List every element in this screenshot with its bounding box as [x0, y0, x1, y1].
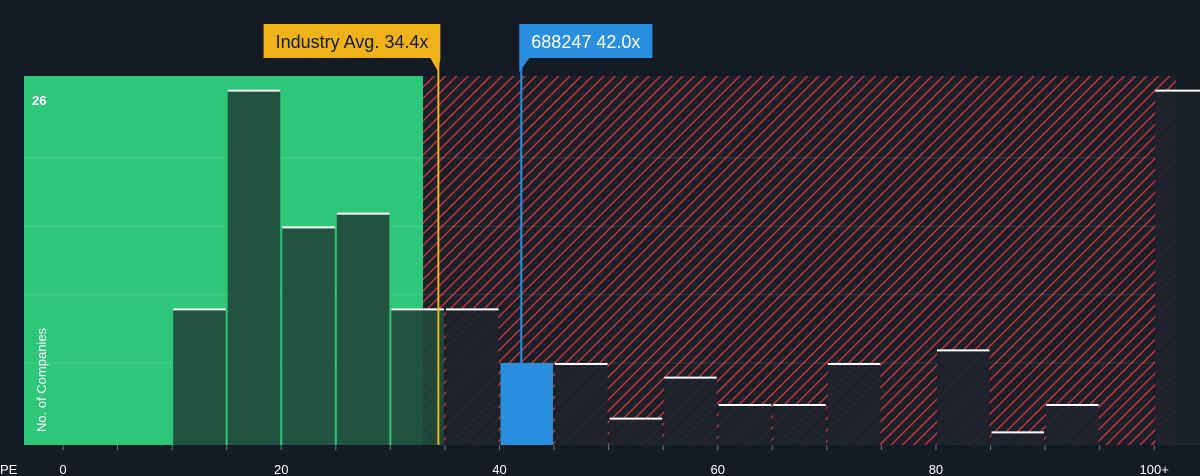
- histogram-bar: [991, 431, 1045, 445]
- industry-avg-callout-text: Industry Avg. 34.4x: [276, 32, 429, 52]
- histogram-bar: [609, 417, 663, 445]
- histogram-bar: [773, 404, 826, 445]
- histogram-bar: [555, 363, 608, 445]
- histogram-bar: [936, 349, 990, 445]
- reference-markers: [437, 56, 523, 445]
- y-max-label: 26: [32, 93, 46, 108]
- x-tick-label: 80: [929, 462, 943, 476]
- industry-avg-callout-pointer: [430, 58, 441, 72]
- histogram-bar: [173, 308, 226, 445]
- histogram-bar: [445, 308, 499, 445]
- x-tick-label: 40: [492, 462, 506, 476]
- x-tick-label: 0: [59, 462, 66, 476]
- histogram-bar: [664, 376, 717, 445]
- x-tick-label: 60: [710, 462, 724, 476]
- histogram-bar: [1155, 89, 1200, 446]
- histogram-bar: [391, 308, 444, 445]
- histogram-bar: [282, 226, 335, 445]
- histogram-bar: [227, 89, 281, 446]
- company-pe-callout-box: [519, 24, 653, 58]
- histogram-bars: [173, 89, 1200, 446]
- x-axis: PE 0 20 40 60 80 100+: [0, 445, 1169, 476]
- industry-avg-callout-box: [263, 24, 441, 58]
- histogram-bar: [500, 363, 554, 445]
- x-tick-label: 100+: [1140, 462, 1169, 476]
- histogram-bar: [718, 404, 772, 445]
- histogram-bar: [1046, 404, 1099, 445]
- industry-avg-callout: Industry Avg. 34.4x: [263, 24, 441, 72]
- y-axis-title: No. of Companies: [34, 327, 49, 432]
- x-tick-label: 20: [274, 462, 288, 476]
- histogram-bar: [827, 363, 881, 445]
- company-pe-callout: 688247 42.0x: [519, 24, 653, 72]
- company-pe-callout-pointer: [519, 58, 530, 72]
- histogram-bar: [336, 212, 390, 445]
- company-pe-callout-text: 688247 42.0x: [531, 32, 640, 52]
- x-axis-title: PE: [0, 462, 18, 476]
- callouts: Industry Avg. 34.4x 688247 42.0x: [263, 24, 653, 72]
